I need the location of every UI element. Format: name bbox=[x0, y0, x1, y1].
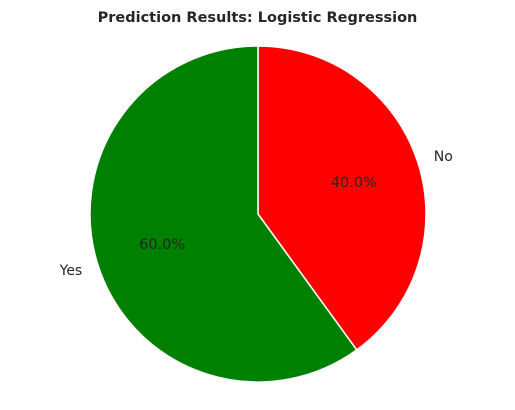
slice-percent-yes: 60.0% bbox=[139, 237, 185, 253]
pie-slices bbox=[89, 45, 427, 383]
pie-slice-yes bbox=[89, 45, 358, 383]
pie-slice-no bbox=[257, 45, 427, 351]
pie-labels: No 40.0% Yes 60.0% bbox=[59, 149, 453, 279]
slice-percent-no: 40.0% bbox=[331, 175, 377, 191]
slice-label-no: No bbox=[434, 149, 453, 165]
chart-title: Prediction Results: Logistic Regression bbox=[98, 10, 418, 26]
slice-label-yes: Yes bbox=[59, 263, 83, 279]
